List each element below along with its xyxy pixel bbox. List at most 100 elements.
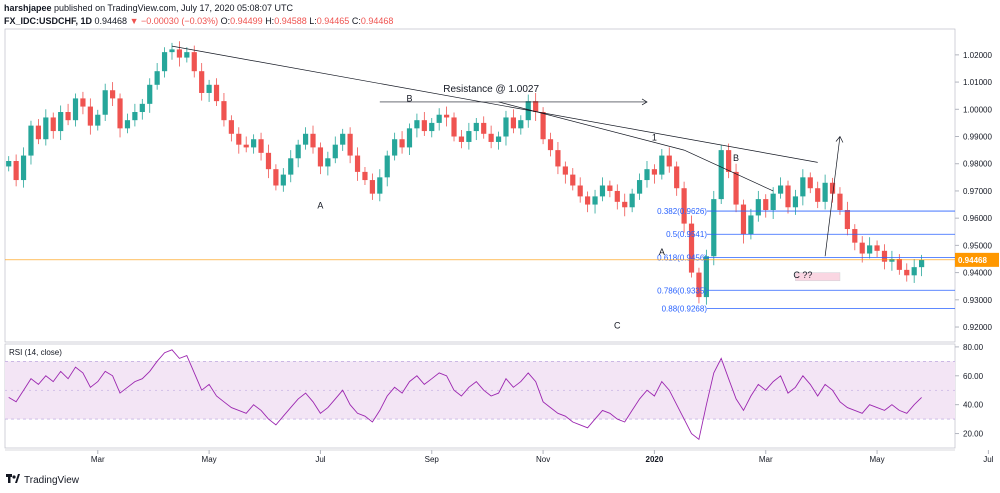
candle-body — [599, 185, 606, 197]
rsi-line — [8, 349, 922, 441]
candle-body — [666, 155, 672, 167]
candle-body — [154, 71, 160, 85]
candle-body — [429, 122, 435, 132]
candle-body — [577, 185, 583, 197]
annotation-label: Resistance @ 1.0027 — [443, 84, 539, 95]
candle-body — [889, 258, 895, 262]
candle-body — [844, 209, 850, 230]
candle-body — [43, 117, 49, 140]
candle-body — [458, 136, 465, 142]
candle-body — [585, 196, 591, 205]
candle-body — [65, 112, 71, 121]
candles-group — [6, 41, 925, 305]
published-text: published on TradingView.com, July 17, 2… — [51, 3, 294, 13]
candle-body — [117, 98, 123, 129]
candle-body — [829, 182, 836, 194]
candle-body — [510, 117, 516, 129]
candle-body — [332, 144, 338, 159]
candle-body — [763, 199, 769, 210]
price-tick-label: 0.96000 — [963, 214, 992, 223]
candle-body — [547, 139, 554, 151]
candle-body — [228, 120, 234, 134]
rsi-tick-label: 60.00 — [963, 372, 984, 381]
candle-body — [362, 171, 368, 181]
candle-body — [911, 267, 917, 276]
time-tick-label: Jul — [315, 455, 325, 464]
annotation-label: C — [614, 320, 621, 330]
publisher-name[interactable]: harshjapee — [4, 3, 52, 13]
candle-body — [139, 103, 145, 113]
price-tick-label: 0.95000 — [963, 241, 992, 250]
candle-body — [919, 259, 925, 268]
candle-body — [703, 256, 709, 298]
candle-body — [792, 196, 799, 208]
open-label: O: — [220, 16, 231, 26]
candle-body — [867, 245, 873, 254]
chart-svg[interactable]: 1.02000 1.01000 1.00000 0.99000 0.98000 0.970… — [0, 0, 1000, 470]
time-tick-label: Nov — [536, 455, 550, 464]
candle-body — [325, 158, 331, 167]
price-change: −0.00030 (−0.03%) — [141, 16, 219, 26]
candle-body — [904, 269, 910, 276]
candle-body — [251, 139, 257, 148]
chart-header: harshjapee published on TradingView.com,… — [4, 2, 393, 28]
candle-body — [592, 196, 598, 205]
candle-body — [273, 169, 279, 186]
last-price-badge — [955, 252, 999, 267]
candle-body — [169, 49, 175, 53]
candle-body — [622, 201, 628, 208]
candle-body — [13, 161, 19, 181]
footer-brand[interactable]: TradingView — [24, 474, 80, 486]
footer: TradingView — [6, 474, 79, 486]
candle-body — [726, 150, 732, 172]
candle-body — [525, 101, 531, 121]
candle-body — [6, 161, 12, 167]
candle-body — [50, 117, 56, 132]
rsi-title: RSI (14, close) — [9, 348, 62, 357]
candle-body — [659, 155, 665, 175]
rsi-tick-label: 20.00 — [963, 430, 984, 439]
fib-level-label: 0.5(0.9541) — [666, 230, 707, 239]
fib-level-label: 0.618(0.9456) — [657, 253, 707, 262]
symbol-label[interactable]: FX_IDC:USDCHF, 1D — [4, 16, 93, 26]
candle-body — [377, 177, 383, 194]
candle-body — [674, 166, 680, 189]
candle-body — [406, 128, 413, 148]
candle-body — [718, 150, 724, 200]
candle-body — [562, 166, 568, 175]
candle-body — [607, 185, 613, 191]
candle-body — [570, 174, 576, 186]
candle-body — [221, 101, 227, 121]
price-tick-label: 0.94000 — [963, 269, 992, 278]
candle-body — [20, 155, 27, 181]
annotation-label: B — [406, 94, 412, 104]
candle-body — [265, 152, 272, 170]
candle-body — [206, 84, 212, 93]
candle-body — [852, 229, 858, 243]
last-price-badge-label: 0.94468 — [958, 256, 987, 265]
candle-body — [280, 174, 286, 186]
low-value: 0.94465 — [316, 16, 350, 26]
candle-body — [874, 245, 880, 251]
candle-body — [651, 169, 658, 175]
candle-body — [473, 122, 479, 132]
candle-body — [614, 190, 620, 202]
candle-body — [733, 171, 739, 205]
price-tick-label: 0.99000 — [963, 133, 992, 142]
low-label: L: — [309, 16, 317, 26]
candle-body — [161, 52, 168, 72]
candle-body — [488, 133, 494, 142]
fib-level-label: 0.88(0.9268) — [662, 305, 708, 314]
candle-body — [740, 204, 747, 235]
candle-body — [369, 180, 375, 194]
last-price: 0.94468 — [94, 16, 128, 26]
candle-body — [354, 155, 361, 172]
price-tick-label: 0.92000 — [963, 323, 992, 332]
close-label: C: — [351, 16, 361, 26]
high-label: H: — [265, 16, 275, 26]
time-tick-label: Jul — [983, 455, 993, 464]
candle-body — [481, 122, 487, 134]
price-tick-label: 0.98000 — [963, 160, 992, 169]
publisher-line: harshjapee published on TradingView.com,… — [4, 2, 393, 15]
candle-body — [347, 133, 353, 156]
